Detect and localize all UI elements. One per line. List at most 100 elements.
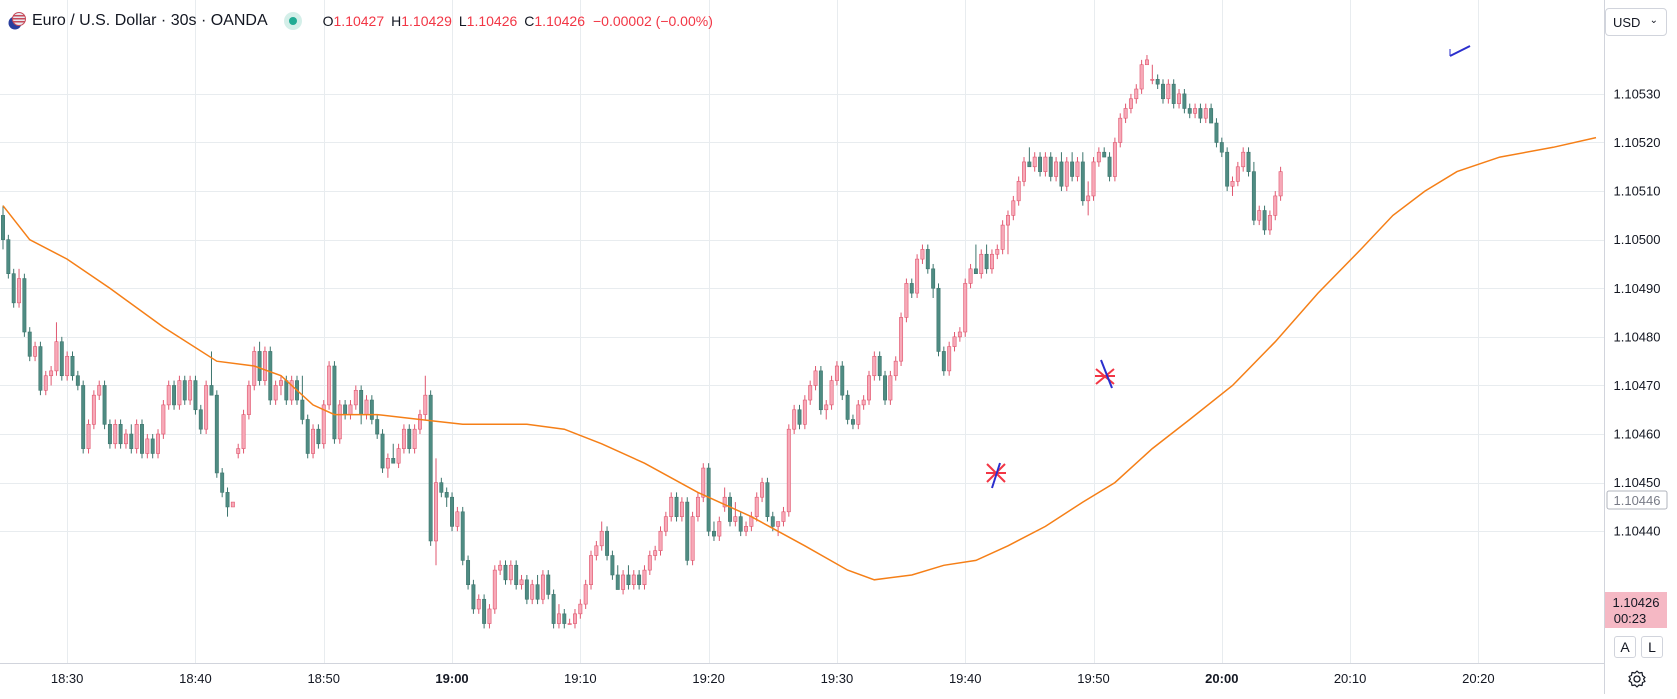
candle-body	[17, 278, 21, 304]
candle-body	[1011, 200, 1016, 216]
candle-body	[198, 409, 203, 430]
symbol-title[interactable]: Euro / U.S. Dollar · 30s · OANDA	[32, 12, 268, 29]
red-star-drawing-2[interactable]	[1095, 359, 1115, 389]
low-label: L	[458, 13, 467, 29]
candle-body	[1177, 93, 1181, 104]
candle-body	[957, 331, 962, 338]
candle-body	[91, 394, 96, 425]
candle-body	[979, 253, 984, 274]
candle-body	[455, 511, 460, 527]
candle	[963, 278, 968, 337]
candle	[81, 380, 86, 454]
candle-body	[327, 365, 332, 406]
candle	[348, 400, 353, 420]
candle-body	[872, 355, 877, 377]
time-tick-label: 18:30	[51, 671, 84, 686]
candle	[738, 511, 743, 537]
candle-body	[188, 380, 193, 401]
candle-body	[556, 613, 561, 624]
currency-selector[interactable]: USD ⌄	[1605, 8, 1667, 36]
candle	[947, 341, 952, 376]
candle-body	[123, 433, 128, 445]
candle	[1059, 152, 1064, 192]
candle-body	[305, 419, 310, 454]
candle-body	[658, 530, 663, 551]
candle-body	[54, 341, 59, 372]
candle-body	[49, 370, 54, 377]
candle	[1203, 103, 1208, 124]
candle-body	[738, 516, 743, 532]
candle	[434, 458, 438, 566]
settings-gear-icon[interactable]	[1626, 668, 1648, 690]
candle-body	[792, 409, 797, 430]
candle	[818, 366, 823, 415]
candle	[749, 511, 754, 532]
candle	[1139, 59, 1144, 94]
candle-body	[733, 516, 738, 522]
candle	[984, 244, 989, 274]
candle	[941, 346, 946, 376]
candle-body	[1059, 161, 1064, 187]
blue-trendline-drawing[interactable]	[1449, 45, 1471, 57]
candle-body	[193, 380, 198, 411]
candle	[834, 361, 839, 386]
candle-body	[407, 428, 412, 449]
candle	[1150, 64, 1155, 85]
candle-body	[75, 375, 80, 386]
candle-body	[1209, 108, 1214, 124]
candle	[802, 395, 807, 430]
candle-body	[1006, 215, 1010, 226]
candle-body	[583, 584, 588, 605]
candle-body	[11, 273, 16, 304]
candle-body	[450, 496, 454, 527]
candle-body	[444, 492, 449, 498]
candle-body	[1273, 195, 1278, 216]
candle-body	[1022, 161, 1026, 182]
candle-body	[241, 414, 246, 449]
candle-body	[1027, 161, 1032, 168]
candle-body	[1225, 151, 1230, 187]
candle	[968, 263, 973, 289]
candle-body	[995, 249, 1000, 255]
candle-body	[1219, 142, 1224, 153]
candle	[637, 570, 642, 590]
candle	[631, 570, 636, 590]
candle-body	[899, 317, 904, 362]
candle	[1262, 205, 1267, 235]
red-star-drawing-1[interactable]	[986, 462, 1006, 489]
candle-body	[1016, 181, 1021, 202]
candle-body	[1193, 108, 1198, 114]
candle-body	[145, 438, 150, 454]
candle	[605, 526, 610, 561]
candle-body	[1241, 151, 1246, 168]
candle-body	[1230, 181, 1235, 187]
candle	[1161, 79, 1165, 104]
candle-body	[369, 399, 374, 420]
open-label: O	[322, 13, 334, 29]
candle-body	[262, 351, 267, 381]
candle-body	[1166, 83, 1171, 100]
candle-body	[642, 569, 647, 585]
candle-body	[1150, 79, 1155, 81]
candle	[508, 560, 513, 585]
candle	[813, 366, 818, 391]
candle	[733, 502, 738, 527]
candle-body	[776, 521, 781, 527]
candle	[300, 375, 305, 425]
candle	[1257, 205, 1262, 226]
candle	[626, 565, 631, 590]
candle-body	[567, 623, 572, 625]
candle-body	[818, 370, 823, 411]
candle	[888, 370, 893, 405]
candle-body	[663, 516, 668, 532]
candle	[75, 370, 80, 391]
auto-scale-button[interactable]: A	[1614, 636, 1636, 658]
candle	[214, 390, 219, 478]
candle	[140, 419, 144, 459]
market-status-icon[interactable]	[283, 12, 302, 30]
log-scale-button[interactable]: L	[1641, 636, 1663, 658]
candle-body	[562, 613, 567, 624]
candle-body	[722, 496, 727, 508]
